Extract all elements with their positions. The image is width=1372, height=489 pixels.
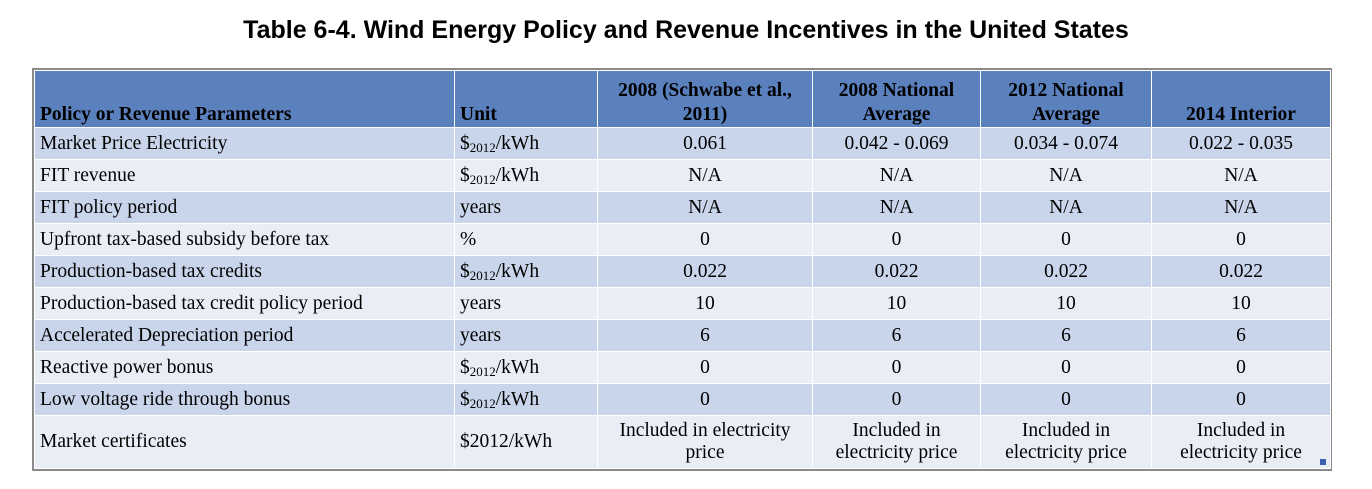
unit-cell: $2012/kWh <box>454 383 598 416</box>
value-cell-col3: 0 <box>980 383 1152 416</box>
value-cell-col2: N/A <box>812 159 981 192</box>
value-cell-col4: Included in electricity price <box>1151 415 1331 469</box>
value-cell-col3: 0 <box>980 351 1152 384</box>
header-parameter: Policy or Revenue Parameters <box>34 70 455 128</box>
unit-cell: $2012/kWh <box>454 351 598 384</box>
table-title: Table 6-4. Wind Energy Policy and Revenu… <box>243 16 1129 44</box>
unit-cell: years <box>454 191 598 224</box>
value-cell-col2: 0 <box>812 223 981 256</box>
value-cell-col1: 10 <box>597 287 813 320</box>
unit-year-subscript: 2012 <box>469 364 496 379</box>
value-cell-col4: N/A <box>1151 191 1331 224</box>
value-cell-col1: 0 <box>597 383 813 416</box>
unit-cell: % <box>454 223 598 256</box>
unit-currency: $ <box>460 389 470 410</box>
policy-table: Policy or Revenue Parameters Unit 2008 (… <box>34 70 1331 469</box>
value-cell-col2: 10 <box>812 287 981 320</box>
value-cell-col1: 0.022 <box>597 255 813 288</box>
header-unit: Unit <box>454 70 598 128</box>
header-2008-schwabe: 2008 (Schwabe et al., 2011) <box>597 70 813 128</box>
unit-cell: $2012/kWh <box>454 415 598 469</box>
table-row: FIT revenue $2012/kWh N/A N/A N/A N/A <box>34 159 1331 192</box>
table-row: Market certificates $2012/kWh Included in … <box>34 415 1331 469</box>
unit-per: /kWh <box>495 261 540 282</box>
table-row: Accelerated Depreciation period years 6 6 6 6 <box>34 319 1331 352</box>
value-cell-col3: Included in electricity price <box>980 415 1152 469</box>
value-cell-col1: 0 <box>597 351 813 384</box>
unit-currency: $ <box>460 165 470 186</box>
value-cell-col2: 0 <box>812 351 981 384</box>
value-cell-col2: Included in electricity price <box>812 415 981 469</box>
unit-cell: years <box>454 319 598 352</box>
parameter-cell: Upfront tax-based subsidy before tax <box>34 223 455 256</box>
table-row: Upfront tax-based subsidy before tax% 0 0 0… <box>34 223 1331 256</box>
value-cell-col4: 0.022 <box>1151 255 1331 288</box>
value-cell-col2: 6 <box>812 319 981 352</box>
table-row: Low voltage ride through bonus $2012/kWh 0… <box>34 383 1331 416</box>
header-2008-national: 2008 National Average <box>812 70 981 128</box>
unit-year-subscript: 2012 <box>469 172 496 187</box>
value-cell-col2: 0.042 - 0.069 <box>812 127 981 160</box>
value-cell-col1: 0 <box>597 223 813 256</box>
value-cell-col1: 6 <box>597 319 813 352</box>
table-body: Market Price Electricity $2012/kWh 0.061 0.… <box>34 127 1331 469</box>
table-row: Production-based tax credits $2012/kWh 0.0… <box>34 255 1331 288</box>
parameter-cell: Low voltage ride through bonus <box>34 383 455 416</box>
unit-currency: $ <box>460 357 470 378</box>
value-cell-col4: 0.022 - 0.035 <box>1151 127 1331 160</box>
unit-year-subscript: 2012 <box>469 268 496 283</box>
value-cell-col4: 0 <box>1151 351 1331 384</box>
value-cell-col3: 10 <box>980 287 1152 320</box>
value-cell-col4: 0 <box>1151 383 1331 416</box>
value-cell-col2: N/A <box>812 191 981 224</box>
parameter-cell: FIT policy period <box>34 191 455 224</box>
value-cell-col4: 6 <box>1151 319 1331 352</box>
value-cell-col1: N/A <box>597 191 813 224</box>
resize-handle-icon <box>1320 459 1326 465</box>
value-cell-col4: N/A <box>1151 159 1331 192</box>
value-cell-col1: 0.061 <box>597 127 813 160</box>
unit-currency: $ <box>460 133 470 154</box>
unit-per: /kWh <box>495 389 540 410</box>
value-cell-col3: 6 <box>980 319 1152 352</box>
unit-cell: $2012/kWh <box>454 159 598 192</box>
value-cell-col4: 10 <box>1151 287 1331 320</box>
parameter-cell: Production-based tax credits <box>34 255 455 288</box>
parameter-cell: FIT revenue <box>34 159 455 192</box>
value-cell-col3: 0 <box>980 223 1152 256</box>
table-header-row: Policy or Revenue Parameters Unit 2008 (… <box>34 70 1331 128</box>
unit-cell: $2012/kWh <box>454 255 598 288</box>
unit-year-subscript: 2012 <box>469 396 496 411</box>
unit-year-subscript: 2012 <box>469 140 496 155</box>
parameter-cell: Market certificates <box>34 415 455 469</box>
value-cell-col2: 0 <box>812 383 981 416</box>
value-cell-col3: 0.022 <box>980 255 1152 288</box>
value-cell-col4: 0 <box>1151 223 1331 256</box>
header-2012-national: 2012 National Average <box>980 70 1152 128</box>
table-row: Reactive power bonus $2012/kWh 0 0 0 0 <box>34 351 1331 384</box>
policy-table-container: Policy or Revenue Parameters Unit 2008 (… <box>32 68 1332 471</box>
parameter-cell: Accelerated Depreciation period <box>34 319 455 352</box>
parameter-cell: Market Price Electricity <box>34 127 455 160</box>
table-row: Production-based tax credit policy perio… <box>34 287 1331 320</box>
value-cell-col3: N/A <box>980 191 1152 224</box>
value-cell-col2: 0.022 <box>812 255 981 288</box>
unit-cell: years <box>454 287 598 320</box>
value-cell-col3: 0.034 - 0.074 <box>980 127 1152 160</box>
unit-per: /kWh <box>495 357 540 378</box>
header-2014-interior: 2014 Interior <box>1151 70 1331 128</box>
unit-per: /kWh <box>495 133 540 154</box>
unit-per: /kWh <box>495 165 540 186</box>
unit-cell: $2012/kWh <box>454 127 598 160</box>
unit-currency: $ <box>460 261 470 282</box>
value-cell-col1: N/A <box>597 159 813 192</box>
value-cell-col3: N/A <box>980 159 1152 192</box>
parameter-cell: Reactive power bonus <box>34 351 455 384</box>
parameter-cell: Production-based tax credit policy perio… <box>34 287 455 320</box>
table-row: Market Price Electricity $2012/kWh 0.061 0.… <box>34 127 1331 160</box>
value-cell-col1: Included in electricity price <box>597 415 813 469</box>
table-row: FIT policy period years N/A N/A N/A N/A <box>34 191 1331 224</box>
